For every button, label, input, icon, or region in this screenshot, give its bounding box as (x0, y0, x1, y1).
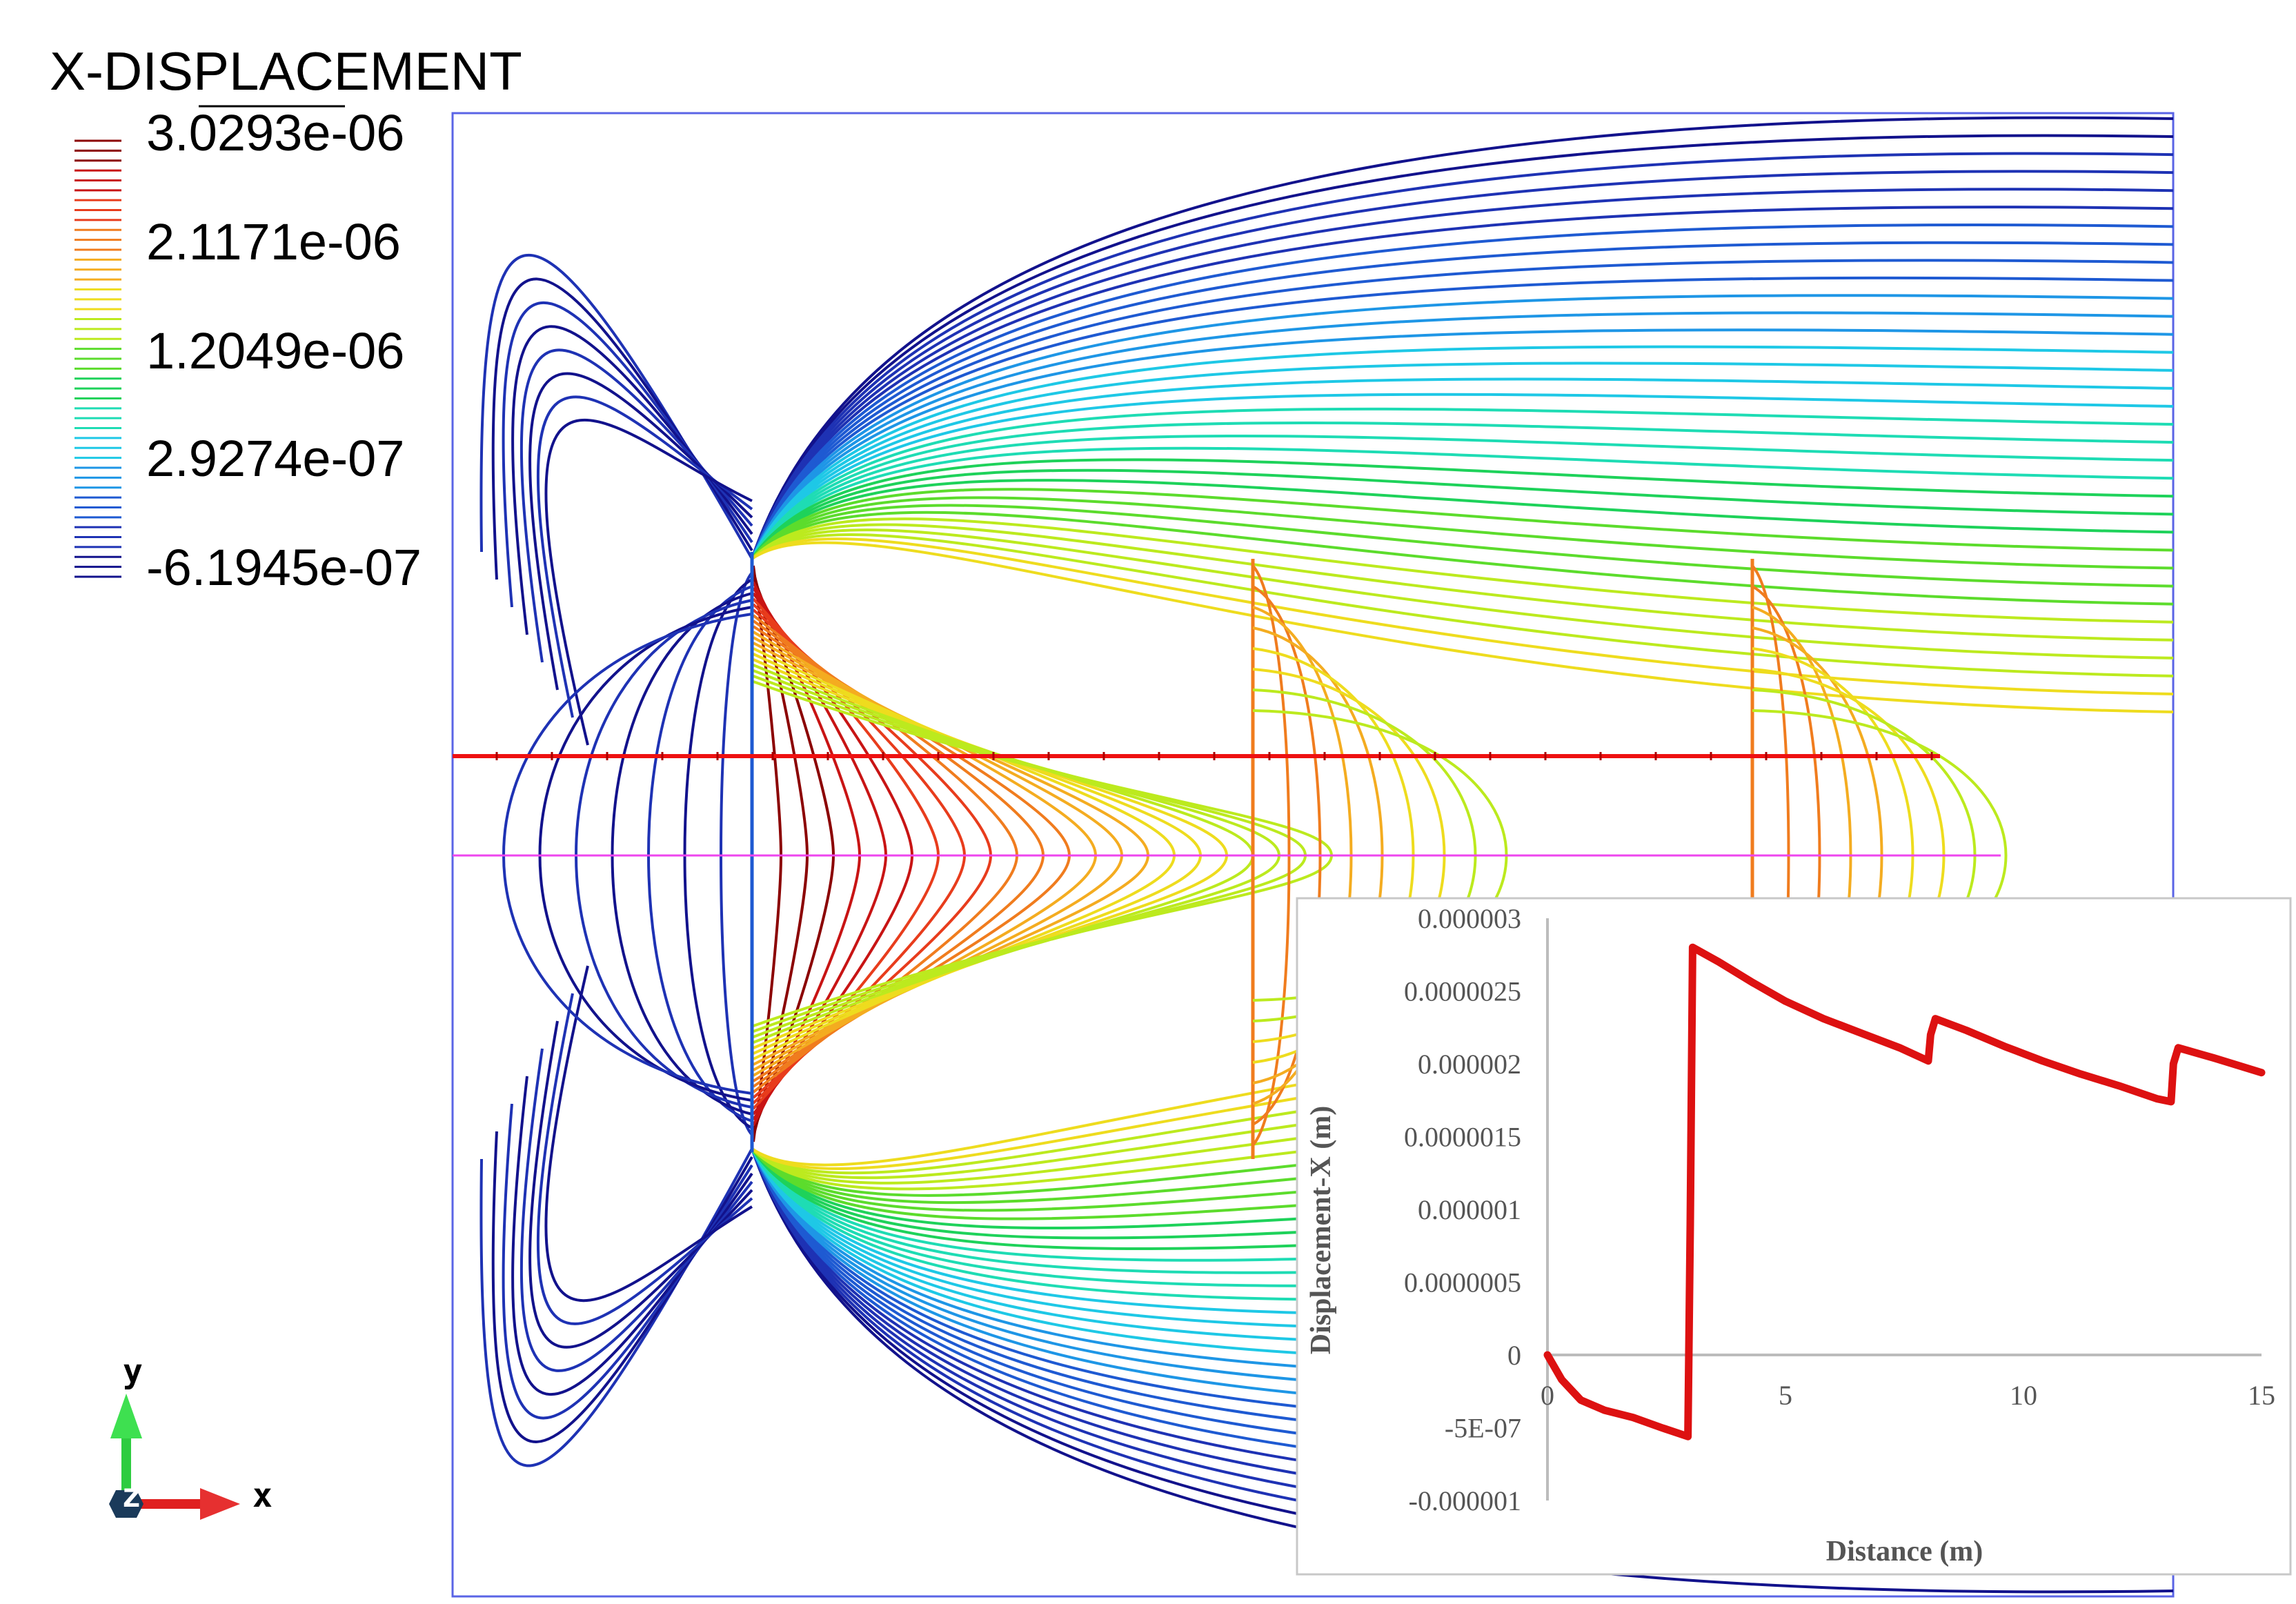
contour-line (751, 276, 2174, 560)
contour-line (479, 253, 753, 560)
contour-line (511, 325, 753, 635)
contour-line (751, 294, 2174, 560)
contour-line (536, 395, 753, 718)
contour-line (502, 301, 753, 608)
contour-line (751, 345, 2174, 560)
contour-line (528, 1020, 753, 1349)
y-tick-label: -0.000001 (1409, 1485, 1521, 1516)
contour-line (751, 479, 2174, 560)
y-tick-label: -5E-07 (1445, 1413, 1521, 1444)
contour-line (519, 348, 753, 663)
legend-title: X-DISPLACEMENT (50, 41, 522, 101)
contour-line (751, 511, 2174, 606)
contour-line (751, 328, 2174, 560)
contour-line (751, 206, 2174, 560)
contour-line (751, 377, 2174, 560)
contour-line (751, 1148, 2174, 1594)
contour-line (683, 578, 753, 1129)
contour-line (751, 504, 2174, 588)
contour-line (751, 393, 2174, 560)
contour-line (753, 653, 1203, 1055)
contour-line (491, 277, 753, 580)
triad-y-arrow-icon (110, 1394, 142, 1438)
x-tick-label: 5 (1779, 1380, 1792, 1411)
contour-line (751, 152, 2174, 560)
y-tick-label: 0.000003 (1418, 903, 1521, 934)
contour-line (751, 458, 2174, 560)
probe-line-ticks (495, 752, 1933, 760)
contour-line (479, 1148, 753, 1467)
contour-line (575, 599, 753, 1109)
legend-label-2: 2.1171e-06 (146, 213, 401, 270)
contour-line (751, 528, 2174, 660)
y-tick-label: 0.000002 (1418, 1049, 1521, 1080)
triad-x-arrow-icon (200, 1488, 240, 1520)
contour-line (751, 446, 2174, 560)
y-tick-label: 0 (1507, 1340, 1521, 1371)
legend-label-3: 1.2049e-06 (146, 322, 405, 379)
triad-x-label: x (253, 1476, 273, 1515)
contour-line (751, 362, 2174, 560)
contour-line (519, 1048, 753, 1372)
axis-triad (109, 1394, 240, 1520)
legend-label-min: -6.1945e-07 (146, 539, 422, 596)
inset-chart-panel (1296, 897, 2292, 1576)
contour-line (752, 565, 783, 1142)
y-tick-label: 0.0000015 (1404, 1122, 1521, 1153)
y-tick-label: 0.0000025 (1404, 976, 1521, 1007)
triad-y-label: y (123, 1352, 143, 1391)
contour-line (751, 421, 2174, 560)
legend-color-bar (75, 139, 121, 578)
y-tick-label: 0.000001 (1418, 1194, 1521, 1225)
x-axis-title: Distance (m) (1826, 1536, 1983, 1567)
legend-label-4: 2.9274e-07 (146, 430, 405, 487)
contour-line (536, 993, 753, 1325)
x-tick-label: 0 (1541, 1380, 1554, 1411)
contour-line (751, 311, 2174, 560)
triad-z-marker-icon (109, 1490, 144, 1518)
contour-line (751, 523, 2174, 642)
contour-line (751, 496, 2174, 570)
x-tick-label: 15 (2248, 1380, 2275, 1411)
contour-line (751, 241, 2174, 560)
contour-line (751, 541, 2174, 713)
contour-line (751, 468, 2174, 560)
contour-line (751, 259, 2174, 560)
contour-line (751, 223, 2174, 560)
contour-line (511, 1076, 753, 1396)
inset-line-chart: 0.0000030.00000250.0000020.00000150.0000… (1305, 903, 2275, 1567)
contour-line (544, 418, 753, 746)
contour-line (751, 188, 2174, 560)
contour-line (751, 517, 2174, 624)
x-tick-label: 10 (2010, 1380, 2037, 1411)
contour-line (753, 664, 1255, 1044)
contour-line (751, 537, 2174, 695)
legend-label-max: 3.0293e-06 (146, 104, 405, 161)
contour-line (751, 407, 2174, 560)
contour-line (720, 571, 753, 1136)
contour-line (544, 965, 753, 1303)
triad-z-label: z (121, 1476, 141, 1515)
contour-line (751, 170, 2174, 560)
contour-line (647, 585, 753, 1122)
contour-line (751, 434, 2174, 560)
contour-line (751, 134, 2174, 560)
contour-line (751, 488, 2174, 560)
y-tick-label: 0.0000005 (1404, 1267, 1521, 1298)
series-line (1543, 943, 2266, 1440)
contour-line (502, 1103, 753, 1420)
contour-line (491, 1131, 753, 1443)
contour-line (528, 372, 753, 691)
y-axis-title: Displacement-X (m) (1305, 1106, 1337, 1354)
contour-line (751, 116, 2174, 560)
